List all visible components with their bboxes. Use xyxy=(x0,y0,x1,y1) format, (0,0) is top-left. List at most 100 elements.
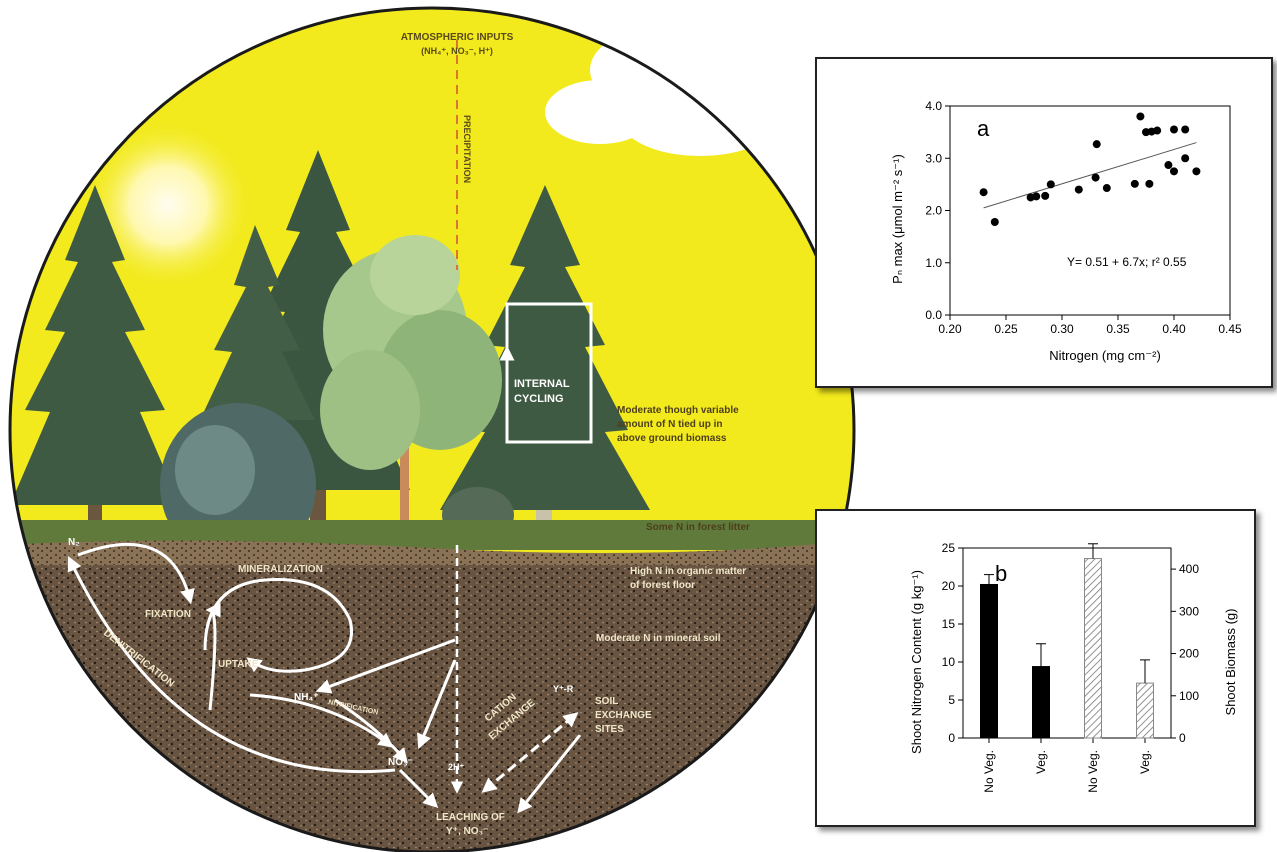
data-point xyxy=(1102,184,1111,193)
bar-panel: 0 5 10 15 20 25 0 100 200 300 400 No Veg. Veg. No Veg… xyxy=(815,509,1256,827)
arrow-n2-fixation xyxy=(77,542,195,605)
no3-label: NO₃⁻ xyxy=(388,757,413,768)
arrow-denitrification xyxy=(67,555,396,774)
mineral-soil-label: Moderate N in mineral soil xyxy=(596,633,721,644)
data-point xyxy=(1170,167,1178,176)
bar xyxy=(1032,666,1050,739)
arrow-nitrification xyxy=(334,698,408,764)
diagram-border xyxy=(8,6,856,852)
flow-arrows xyxy=(67,542,582,814)
data-point xyxy=(1192,167,1201,176)
biomass-label-1: Moderate though variable xyxy=(617,405,739,416)
internal-cycling-label-2: CYCLING xyxy=(514,393,564,405)
x-tick-label: 0.35 xyxy=(1106,322,1130,336)
y-tick-label: 2.0 xyxy=(925,204,942,218)
soil-exchange-label-3: SITES xyxy=(595,724,624,735)
forest-floor-label-2: of forest floor xyxy=(630,580,695,591)
litter-label: Some N in forest litter xyxy=(646,522,750,533)
x-tick-label: Veg. xyxy=(1034,750,1048,774)
data-point xyxy=(1091,173,1100,182)
x-tick-label: No Veg. xyxy=(982,750,996,793)
arrow-mineralization-loop xyxy=(203,578,353,673)
data-point xyxy=(1181,125,1190,134)
arrow-uptake xyxy=(205,602,221,711)
leaching-label-2: Y⁺, NO₃⁻ xyxy=(446,826,488,837)
soil-exchange-label-2: EXCHANGE xyxy=(595,710,652,721)
y-axis-label-right: Shoot Biomass (g) xyxy=(1223,609,1238,716)
plot-frame xyxy=(962,547,1172,739)
uptake-label: UPTAKE xyxy=(218,659,259,670)
y-tick-label-right: 0 xyxy=(1179,731,1186,745)
data-point xyxy=(1164,161,1173,170)
y-tick-label: 4.0 xyxy=(925,99,942,113)
y-tick-label: 3.0 xyxy=(925,151,942,165)
y-tick-label-right: 400 xyxy=(1179,562,1199,576)
data-point xyxy=(1170,125,1178,134)
bar xyxy=(980,583,998,739)
y-tick-label-left: 5 xyxy=(948,693,955,707)
arrow-leaching xyxy=(398,768,439,809)
bar-chart: 0 5 10 15 20 25 0 100 200 300 400 No Veg. Veg. No Veg… xyxy=(909,541,1238,793)
y-tick-label-right: 200 xyxy=(1179,647,1199,661)
internal-cycling-label-1: INTERNAL xyxy=(514,378,570,390)
biomass-label-3: above ground biomass xyxy=(617,433,727,444)
mineralization-label: MINERALIZATION xyxy=(238,564,323,575)
nh4-label: NH₄⁺ xyxy=(294,692,319,703)
x-axis-label: Nitrogen (mg cm⁻²) xyxy=(1049,348,1161,363)
regression-equation: Y= 0.51 + 6.7x; r² 0.55 xyxy=(1067,255,1187,269)
y-tick-label-right: 100 xyxy=(1179,689,1199,703)
data-point xyxy=(1046,180,1055,189)
data-point xyxy=(1074,185,1083,194)
bar xyxy=(1084,558,1102,739)
regression-line xyxy=(983,142,1197,209)
y-tick-label-left: 25 xyxy=(942,541,956,555)
y-tick-label-right: 300 xyxy=(1179,604,1199,618)
nitrogen-cycle-diagram: ATMOSPHERIC INPUTS (NH₄⁺, NO₃⁻, H⁺) PREC… xyxy=(8,6,856,852)
x-tick-label: 0.20 xyxy=(938,322,962,336)
y-axis-label-left: Shoot Nitrogen Content (g kg⁻¹) xyxy=(909,570,924,754)
scatter-panel: 0.20 0.25 0.30 0.35 0.40 0.45 0.0 1.0 2.0 3.0 4.0 … xyxy=(815,57,1273,388)
data-point xyxy=(1136,112,1145,121)
arrow-to-2h xyxy=(417,659,457,750)
y-tick-label-left: 0 xyxy=(948,731,955,745)
arrow-y-leaching xyxy=(517,734,582,814)
forest-floor-label-1: High N in organic matter xyxy=(630,566,746,577)
data-point xyxy=(1092,140,1101,149)
x-tick-label: 0.25 xyxy=(994,322,1018,336)
fixation-label: FIXATION xyxy=(145,609,191,620)
two-h-label: 2H⁺ xyxy=(448,762,465,772)
precipitation-label: PRECIPITATION xyxy=(462,115,472,183)
scatter-chart: 0.20 0.25 0.30 0.35 0.40 0.450.01.02.03.04.0 … xyxy=(890,99,1242,363)
x-tick-label: No Veg. xyxy=(1086,750,1100,793)
data-point xyxy=(1032,192,1041,201)
data-point xyxy=(1041,191,1050,200)
arrow-nh4-from-uptake xyxy=(249,693,394,748)
y-tick-label: 0.0 xyxy=(925,308,942,322)
biomass-label-2: amount of N tied up in xyxy=(617,419,723,430)
y-tick-label-left: 15 xyxy=(942,617,956,631)
panel-label-a: a xyxy=(977,116,990,141)
soil-exchange-label-1: SOIL xyxy=(595,696,618,707)
y-plus-label: Y⁺-R xyxy=(553,684,574,694)
n2-label: N₂ xyxy=(68,537,80,548)
data-point xyxy=(1181,154,1190,163)
y-tick-label-left: 20 xyxy=(942,579,956,593)
data-point xyxy=(1130,179,1139,188)
cloud xyxy=(545,8,854,156)
panel-label-b: b xyxy=(995,561,1007,586)
arrow-to-nh4 xyxy=(315,638,456,694)
deciduous-tree xyxy=(320,235,502,520)
atmospheric-species-label: (NH₄⁺, NO₃⁻, H⁺) xyxy=(421,46,493,56)
x-tick-label: 0.40 xyxy=(1162,322,1186,336)
y-axis-label: Pₙ max (μmol m⁻² s⁻¹) xyxy=(890,154,905,284)
arrow-cation-exchange xyxy=(481,712,579,793)
y-tick-label: 1.0 xyxy=(925,256,942,270)
data-point xyxy=(1153,126,1162,135)
data-point xyxy=(990,217,999,226)
sun xyxy=(83,120,253,290)
plot-frame xyxy=(949,105,1231,316)
leaching-label-1: LEACHING OF xyxy=(436,812,505,823)
y-tick-label-left: 10 xyxy=(942,655,956,669)
data-point xyxy=(1145,179,1154,188)
data-point xyxy=(979,188,988,197)
